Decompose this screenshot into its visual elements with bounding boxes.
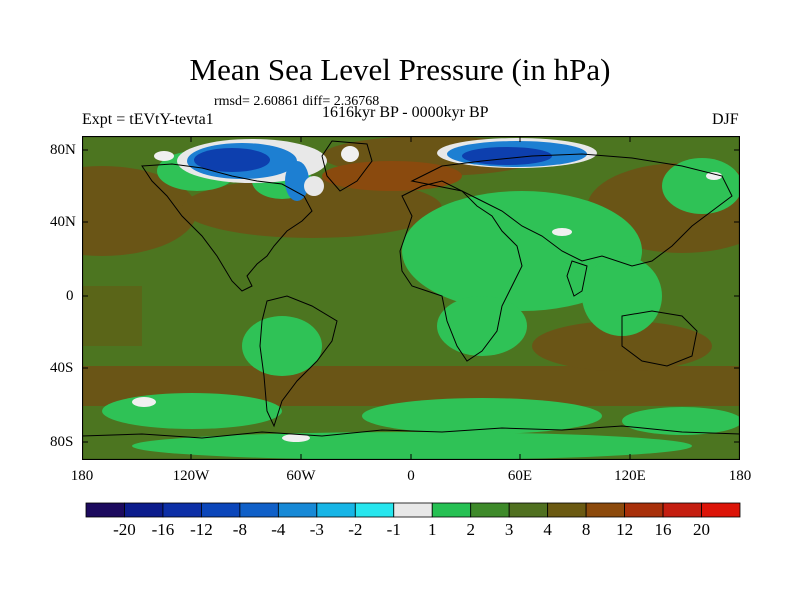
pressure-region [285,161,309,201]
coastlines [82,140,740,439]
colorbar-swatch [431,502,472,518]
pressure-region [132,432,692,460]
colorbar-label: -12 [190,520,213,539]
pressure-region [706,172,722,180]
axis-ticks [82,136,740,460]
pressure-region [82,166,197,256]
colorbar-label: -3 [309,520,324,539]
pressure-region [194,148,270,172]
colorbar-label: -20 [113,520,136,539]
colorbar-swatch [316,502,356,518]
pressure-region [437,296,527,356]
pressure-region [154,151,174,161]
colorbar-swatch [470,502,510,518]
colorbar-swatch [662,502,702,518]
pressure-map [82,136,740,460]
colorbar-swatch [162,502,202,518]
pressure-region [282,434,310,442]
colorbar-label: 16 [654,520,672,539]
y-tick-label: 40N [50,214,76,230]
colorbar-label: -4 [271,520,286,539]
pressure-region [132,397,156,407]
colorbar-label: -1 [386,520,401,539]
colorbar-label: -2 [348,520,363,539]
pressure-region [341,146,359,162]
colorbar-label: 1 [427,520,437,539]
colorbar-swatch [585,502,625,518]
colorbar-swatch [201,502,241,518]
experiment-label: Expt = tEVtY-tevta1 [82,111,214,128]
pressure-region [242,316,322,376]
y-tick-label: 80N [50,142,76,158]
colorbar-swatch [547,502,587,518]
x-tick-label: 120W [172,468,210,484]
colorbar-swatch [85,502,125,518]
y-tick-label: 40S [50,360,74,376]
colorbar-label: 4 [543,520,552,539]
colorbar-label: 2 [466,520,475,539]
colorbar-label: 8 [581,520,591,539]
pressure-region [82,286,142,346]
rmsd-diff-stats: rmsd= 2.60861 diff= 2.36768 [214,94,380,109]
colorbar-swatch [701,502,741,518]
x-tick-label: 120E [614,468,646,484]
colorbar [85,502,741,518]
y-tick-label: 0 [66,288,74,304]
pressure-region [582,256,662,336]
time-period-label: 1616kyr BP - 0000kyr BP [322,104,489,121]
colorbar-label: -16 [151,520,175,539]
colorbar-label: 12 [616,520,634,539]
x-tick-label: 0 [407,468,415,484]
x-tick-label: 180 [70,468,94,484]
season-label: DJF [712,111,739,128]
colorbar-swatch [624,502,664,518]
pressure-region [304,176,324,196]
colorbar-label: -8 [232,520,247,539]
pressure-region [552,228,572,236]
colorbar-swatch [124,502,164,518]
y-tick-label: 80S [50,434,74,450]
colorbar-swatch [277,502,318,518]
colorbar-swatch [393,502,433,518]
colorbar-swatch [354,502,395,518]
colorbar-swatch [508,502,549,518]
pressure-region [622,407,740,435]
map-title: Mean Sea Level Pressure (in hPa) [189,52,611,87]
colorbar-swatch [239,502,279,518]
pressure-region [182,178,442,238]
x-tick-label: 180 [728,468,752,484]
colorbar-label: 3 [504,520,514,539]
pressure-region [102,393,282,429]
pressure-region [362,398,602,434]
x-tick-label: 60W [286,468,316,484]
pressure-region [402,191,642,311]
x-tick-label: 60E [507,468,533,484]
colorbar-label: 20 [693,520,711,539]
pressure-region [662,158,740,214]
